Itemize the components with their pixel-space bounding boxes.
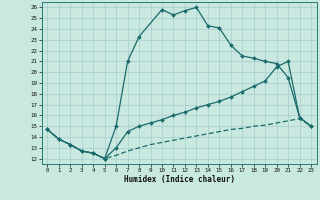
X-axis label: Humidex (Indice chaleur): Humidex (Indice chaleur) bbox=[124, 175, 235, 184]
